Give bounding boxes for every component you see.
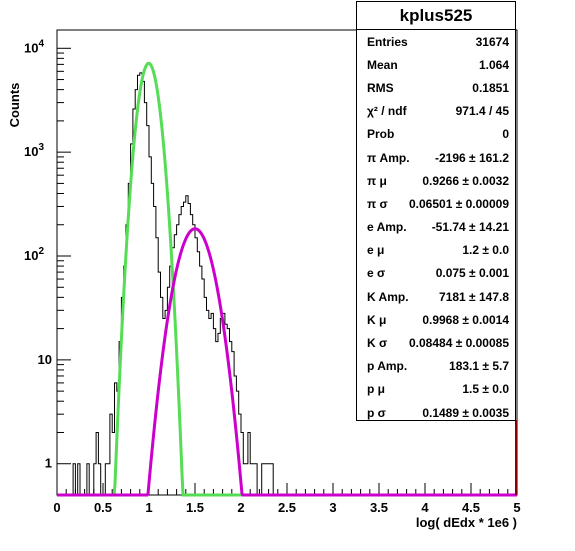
stats-label: χ² / ndf <box>367 104 407 119</box>
stats-label: K Amp. <box>367 289 409 304</box>
x-tick-label: 4.5 <box>462 500 480 515</box>
stats-label: K μ <box>367 312 387 327</box>
stats-row: K σ 0.08484 ± 0.00085 <box>357 331 515 354</box>
x-tick-label: 0 <box>53 500 60 515</box>
stats-row: e Amp. -51.74 ± 14.21 <box>357 216 515 239</box>
stats-label: π Amp. <box>367 150 410 165</box>
x-tick-label: 1.5 <box>186 500 204 515</box>
x-tick-label: 3 <box>329 500 336 515</box>
stats-row: e σ 0.075 ± 0.001 <box>357 262 515 285</box>
stats-label: π σ <box>367 196 388 211</box>
stats-value: 31674 <box>475 34 509 49</box>
stats-label: RMS <box>367 80 394 95</box>
y-tick-label: 1 <box>45 456 52 471</box>
x-axis: 0 0.5 1 1.5 2 2.5 3 3.5 4 4.5 5 <box>53 483 521 515</box>
stats-value: 0.075 ± 0.001 <box>435 266 509 281</box>
stats-row: RMS 0.1851 <box>357 76 515 99</box>
y-tick-label: 104 <box>24 38 44 55</box>
stats-label: e σ <box>367 266 386 281</box>
stats-label: π μ <box>367 173 387 188</box>
stats-row: K μ 0.9968 ± 0.0014 <box>357 308 515 331</box>
stats-row: π μ 0.9266 ± 0.0032 <box>357 169 515 192</box>
stats-label: p σ <box>367 405 386 420</box>
y-tick-label: 103 <box>24 142 44 159</box>
y-axis-title: Counts <box>7 83 22 128</box>
stats-value: 7181 ± 147.8 <box>439 289 509 304</box>
stats-row: π σ 0.06501 ± 0.00009 <box>357 192 515 215</box>
stats-value: 0.06501 ± 0.00009 <box>408 196 509 211</box>
stats-value: 0.1851 <box>472 80 509 95</box>
stats-value: 1.064 <box>478 57 509 72</box>
stats-label: Prob <box>367 127 395 142</box>
stats-row: e μ 1.2 ± 0.0 <box>357 239 515 262</box>
stats-value: -2196 ± 161.2 <box>435 150 509 165</box>
stats-value: 0.1489 ± 0.0035 <box>422 405 509 420</box>
stats-row: K Amp. 7181 ± 147.8 <box>357 285 515 308</box>
stats-row: p σ 0.1489 ± 0.0035 <box>357 401 515 424</box>
stats-label: K σ <box>367 336 388 351</box>
y-tick-label: 102 <box>24 246 44 263</box>
x-tick-label: 1 <box>145 500 152 515</box>
stats-box: kplus525 Entries 31674 Mean 1.064 RMS 0.1851 χ… <box>356 1 516 421</box>
stats-row: p μ 1.5 ± 0.0 <box>357 378 515 401</box>
stats-rows: Entries 31674 Mean 1.064 RMS 0.1851 χ² / ndf 97… <box>357 30 515 424</box>
stats-row: p Amp. 183.1 ± 5.7 <box>357 355 515 378</box>
x-axis-title: log( dEdx * 1e6 ) <box>416 515 517 530</box>
stats-value: 1.2 ± 0.0 <box>462 243 509 258</box>
x-tick-label: 2 <box>237 500 244 515</box>
y-axis: 1 10 102 103 104 <box>24 38 71 471</box>
stats-title: kplus525 <box>357 2 515 30</box>
stats-label: p Amp. <box>367 359 408 374</box>
stats-label: p μ <box>367 382 386 397</box>
stats-value: 1.5 ± 0.0 <box>462 382 509 397</box>
stats-label: e Amp. <box>367 220 407 235</box>
series-layer <box>57 61 517 497</box>
x-tick-label: 0.5 <box>94 500 112 515</box>
stats-label: e μ <box>367 243 385 258</box>
x-tick-label: 5 <box>513 500 520 515</box>
stats-row: Prob 0 <box>357 123 515 146</box>
stats-row: π Amp. -2196 ± 161.2 <box>357 146 515 169</box>
stats-value: 0.9266 ± 0.0032 <box>422 173 509 188</box>
stats-label: Mean <box>367 57 398 72</box>
stats-row: χ² / ndf 971.4 / 45 <box>357 100 515 123</box>
stats-value: 0 <box>502 127 509 142</box>
stats-value: 0.9968 ± 0.0014 <box>422 312 509 327</box>
x-tick-label: 3.5 <box>370 500 388 515</box>
stats-value: -51.74 ± 14.21 <box>431 220 509 235</box>
stats-row: Mean 1.064 <box>357 53 515 76</box>
y-tick-label: 10 <box>38 352 52 367</box>
stats-row: Entries 31674 <box>357 30 515 53</box>
stats-value: 0.08484 ± 0.00085 <box>408 336 509 351</box>
stats-label: Entries <box>367 34 408 49</box>
stats-value: 183.1 ± 5.7 <box>449 359 509 374</box>
series-gaussian-fit-2 <box>57 227 517 497</box>
x-tick-label: 4 <box>421 500 429 515</box>
x-tick-label: 2.5 <box>278 500 296 515</box>
stats-value: 971.4 / 45 <box>455 104 509 119</box>
